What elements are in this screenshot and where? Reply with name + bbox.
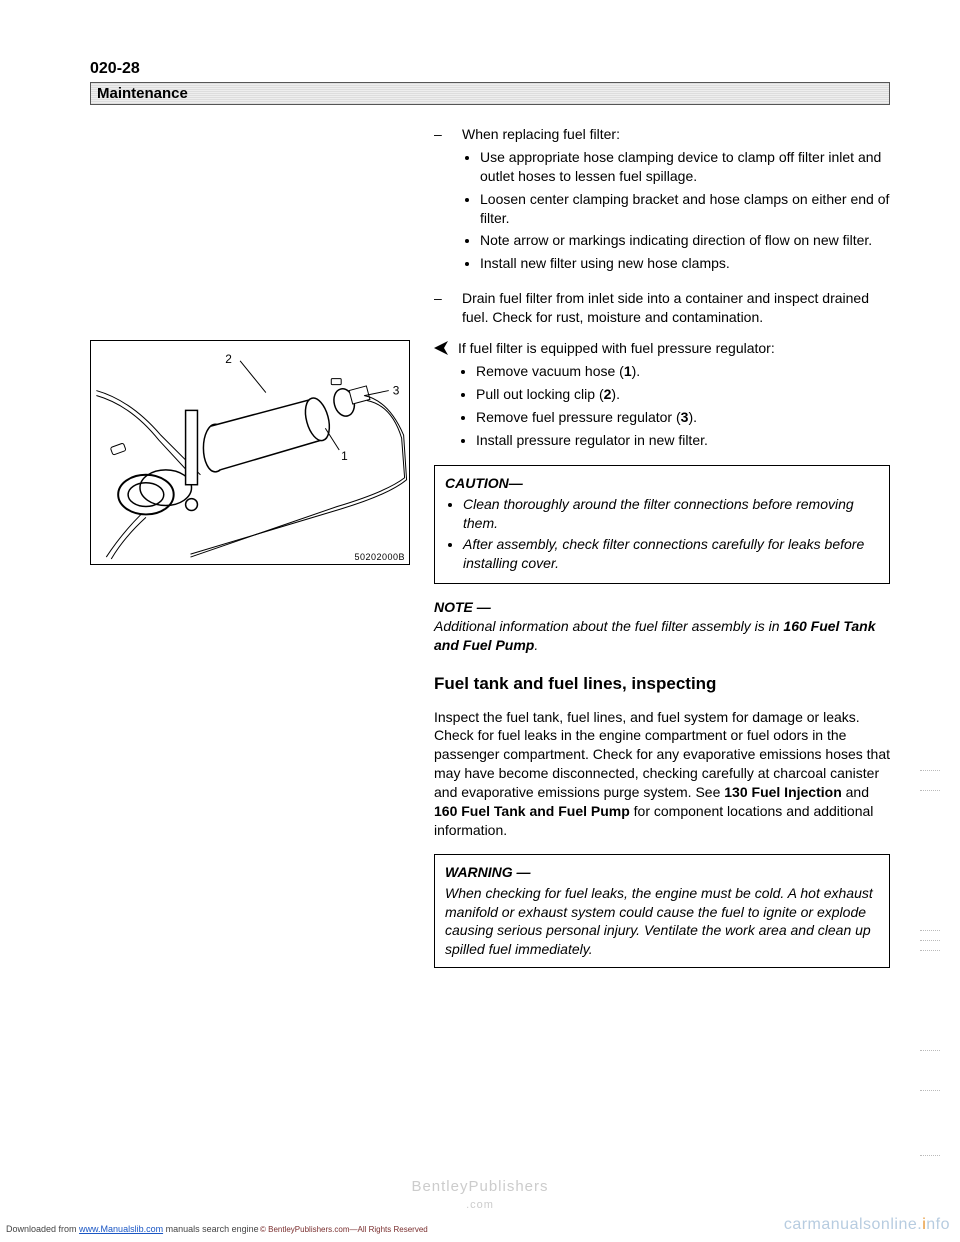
left-column: 2 3 1 50202000B bbox=[90, 125, 410, 982]
figure: 2 3 1 50202000B bbox=[90, 340, 410, 565]
step-marker: – bbox=[434, 289, 448, 327]
warning-title: WARNING — bbox=[445, 863, 879, 882]
caution-box: CAUTION— Clean thoroughly around the fil… bbox=[434, 465, 890, 583]
watermark: BentleyPublishers .com bbox=[0, 1178, 960, 1212]
right-column: – When replacing fuel filter: Use approp… bbox=[434, 125, 890, 982]
arrow-step: If fuel filter is equipped with fuel pre… bbox=[434, 339, 890, 453]
sub-item: Remove vacuum hose (1). bbox=[476, 362, 890, 381]
sub-item: Use appropriate hose clamping device to … bbox=[480, 148, 890, 186]
step-text: Drain fuel filter from inlet side into a… bbox=[462, 289, 890, 327]
paragraph: Inspect the fuel tank, fuel lines, and f… bbox=[434, 708, 890, 840]
manualslib-link[interactable]: www.Manualslib.com bbox=[79, 1224, 163, 1234]
sub-item: Remove fuel pressure regulator (3). bbox=[476, 408, 890, 427]
warning-box: WARNING — When checking for fuel leaks, … bbox=[434, 854, 890, 968]
caution-title: CAUTION— bbox=[445, 474, 879, 493]
arrow-intro: If fuel filter is equipped with fuel pre… bbox=[458, 339, 890, 358]
sub-item: Loosen center clamping bracket and hose … bbox=[480, 190, 890, 228]
callout-2: 2 bbox=[225, 352, 232, 366]
footer-left: Downloaded from www.Manualslib.com manua… bbox=[6, 1224, 259, 1234]
sub-item: Pull out locking clip (2). bbox=[476, 385, 890, 404]
section-header: Maintenance bbox=[90, 82, 890, 105]
caution-item: Clean thoroughly around the filter conne… bbox=[463, 495, 879, 533]
note-label: NOTE — bbox=[434, 599, 491, 615]
arrow-icon bbox=[434, 339, 448, 453]
caution-item: After assembly, check filter connections… bbox=[463, 535, 879, 573]
step-marker: – bbox=[434, 125, 448, 277]
callout-1: 1 bbox=[341, 449, 348, 463]
figure-id: 50202000B bbox=[354, 552, 405, 562]
callout-3: 3 bbox=[393, 384, 400, 398]
footer-mid: © BentleyPublishers.com—All Rights Reser… bbox=[260, 1225, 428, 1234]
warning-text: When checking for fuel leaks, the engine… bbox=[445, 884, 879, 960]
sub-item: Install new filter using new hose clamps… bbox=[480, 254, 890, 273]
note: NOTE — bbox=[434, 598, 890, 617]
step-drain-filter: – Drain fuel filter from inlet side into… bbox=[434, 289, 890, 327]
step-intro: When replacing fuel filter: bbox=[462, 125, 890, 144]
footer-right: carmanualsonline.info bbox=[784, 1216, 950, 1234]
step-replace-filter: – When replacing fuel filter: Use approp… bbox=[434, 125, 890, 277]
sub-item: Install pressure regulator in new filter… bbox=[476, 431, 890, 450]
note-body: Additional information about the fuel fi… bbox=[434, 617, 890, 655]
sub-item: Note arrow or markings indicating direct… bbox=[480, 231, 890, 250]
page-number: 020-28 bbox=[90, 60, 890, 78]
subsection-heading: Fuel tank and fuel lines, inspecting bbox=[434, 673, 890, 696]
